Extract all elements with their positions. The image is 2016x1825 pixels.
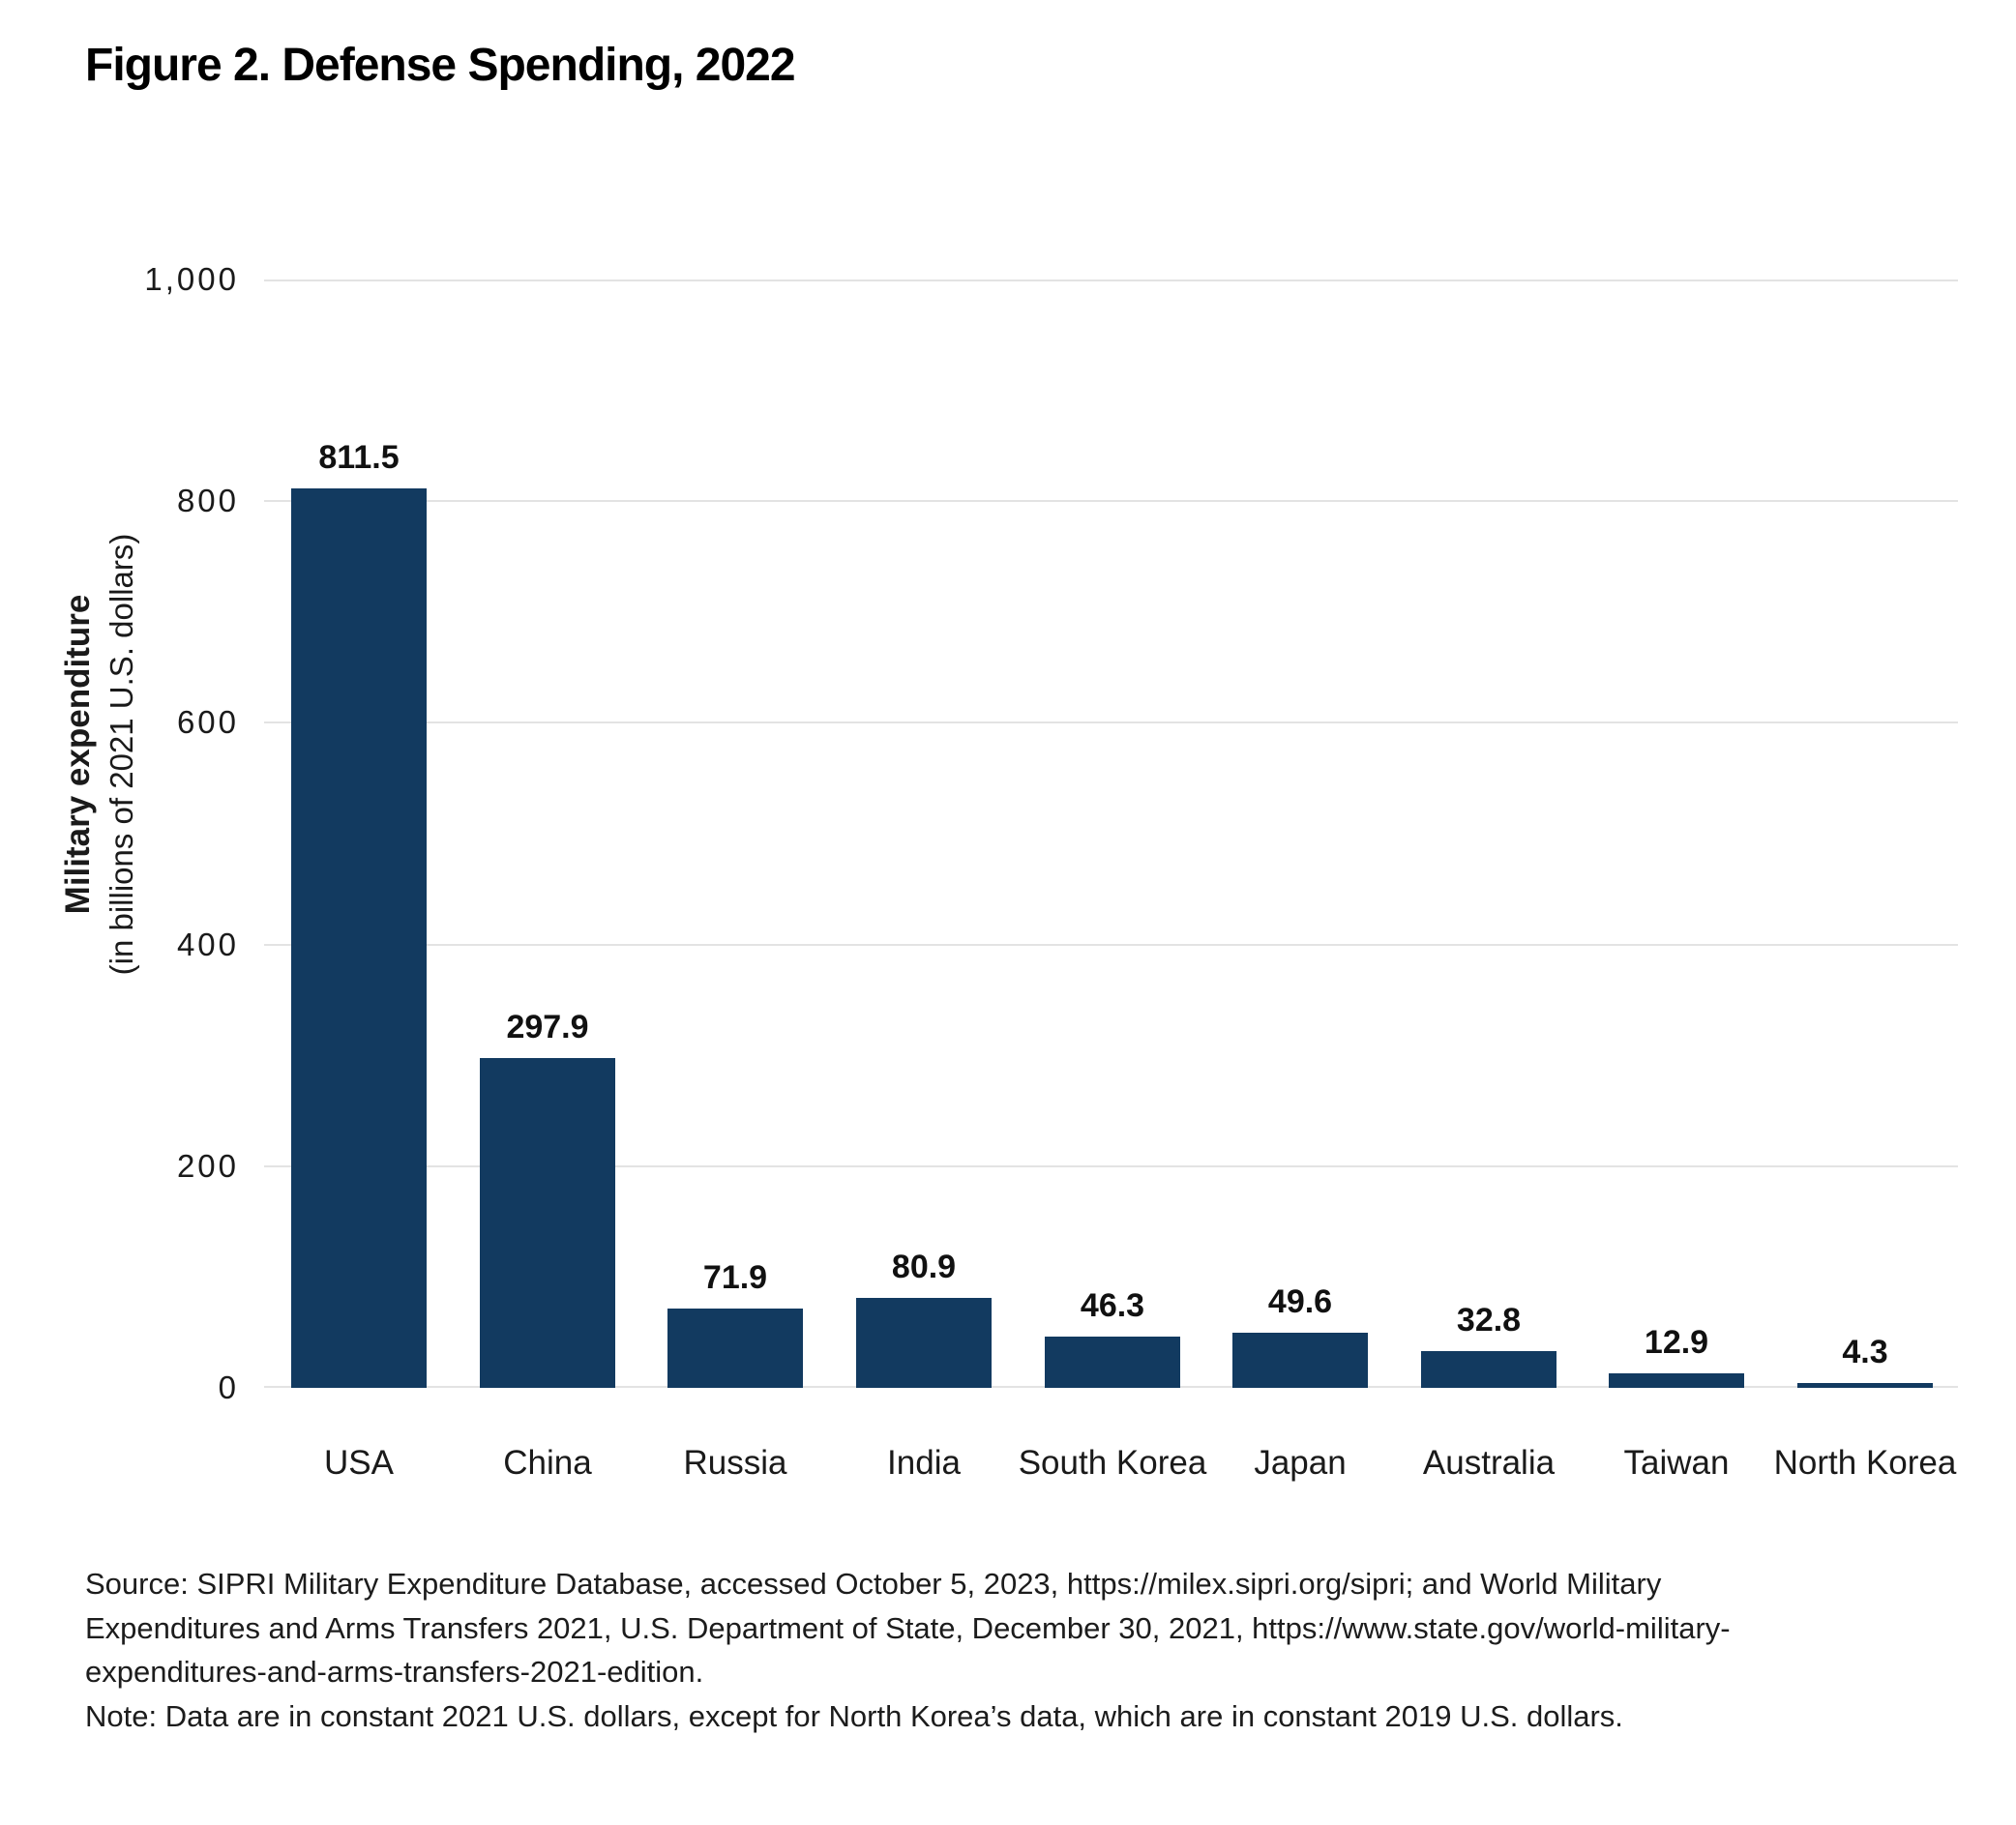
bar-value-label-japan: 49.6 <box>1267 1283 1333 1320</box>
y-tick-label-400: 400 <box>176 926 239 962</box>
y-tick-label-200: 200 <box>176 1147 239 1184</box>
note-line: Note: Data are in constant 2021 U.S. dol… <box>85 1698 1623 1733</box>
gridline-y-200 <box>264 1164 1958 1167</box>
source-line: expenditures-and-arms-transfers-2021-edi… <box>85 1655 704 1689</box>
bar-value-label-australia: 32.8 <box>1456 1302 1522 1339</box>
gridline-y-800 <box>264 500 1958 503</box>
x-axis-label-japan: Japan <box>1254 1444 1347 1482</box>
gridline-y-400 <box>264 943 1958 946</box>
source-note-block: Source: SIPRI Military Expenditure Datab… <box>85 1562 1962 1738</box>
bar-china <box>480 1058 615 1388</box>
source-line: Source: SIPRI Military Expenditure Datab… <box>85 1567 1662 1601</box>
x-axis-label-china: China <box>503 1444 592 1482</box>
y-tick-label-600: 600 <box>176 704 239 741</box>
bar-value-label-taiwan: 12.9 <box>1644 1324 1709 1361</box>
x-axis-label-taiwan: Taiwan <box>1623 1444 1730 1482</box>
x-axis-label-australia: Australia <box>1422 1444 1556 1482</box>
x-axis-label-north-korea: North Korea <box>1773 1444 1957 1482</box>
bar-value-label-russia: 71.9 <box>702 1259 768 1296</box>
y-tick-label-800: 800 <box>176 483 239 519</box>
bar-value-label-usa: 811.5 <box>318 439 400 476</box>
y-axis-tick-labels: 0 200 400 600 800 1,000 <box>45 261 239 1405</box>
x-axis-label-india: India <box>887 1444 961 1482</box>
x-axis-label-usa: USA <box>324 1444 394 1482</box>
x-axis-label-south-korea: South Korea <box>1018 1444 1207 1482</box>
bar-russia <box>667 1309 803 1388</box>
bar-value-label-india: 80.9 <box>891 1249 957 1285</box>
gridline-y-600 <box>264 721 1958 724</box>
bar-south-korea <box>1045 1337 1180 1388</box>
bar-value-label-south-korea: 46.3 <box>1080 1287 1145 1324</box>
bar-india <box>856 1298 992 1388</box>
bar-value-label-china: 297.9 <box>506 1009 589 1045</box>
x-axis-label-russia: Russia <box>683 1444 787 1482</box>
source-line: Expenditures and Arms Transfers 2021, U.… <box>85 1610 1731 1645</box>
y-tick-label-1000: 1,000 <box>144 261 239 297</box>
bar-japan <box>1232 1333 1368 1388</box>
y-tick-label-0: 0 <box>218 1369 239 1405</box>
bar-australia <box>1421 1351 1556 1388</box>
x-axis-labels: USA China Russia India South Korea Japan Austr… <box>264 1444 1958 1492</box>
gridline-y-1000 <box>264 280 1958 281</box>
plot-area: 811.5 297.9 71.9 80.9 46.3 49.6 32.8 12.9 4.3 <box>264 280 1958 1388</box>
bar-north-korea <box>1797 1383 1933 1388</box>
bar-usa <box>291 488 427 1388</box>
bar-value-label-north-korea: 4.3 <box>1842 1334 1888 1370</box>
figure-title: Figure 2. Defense Spending, 2022 <box>85 40 796 91</box>
bar-taiwan <box>1609 1373 1744 1388</box>
